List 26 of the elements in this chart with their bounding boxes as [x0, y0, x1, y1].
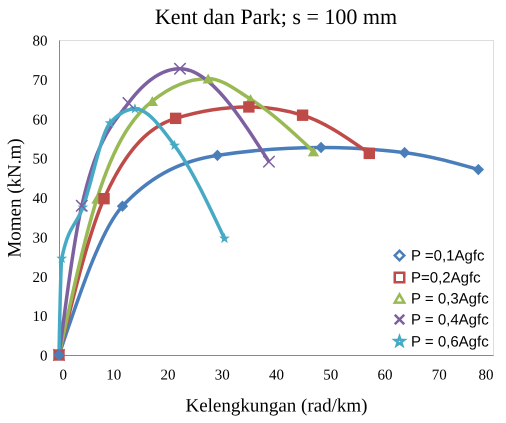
y-tick-label: 70 — [32, 72, 48, 89]
x-tick-label: 70 — [432, 368, 447, 384]
x-tick-label: 20 — [160, 368, 176, 384]
y-tick-label: 40 — [32, 191, 48, 207]
x-tick-label: 50 — [323, 368, 338, 384]
y-tick-label: 0 — [40, 348, 48, 364]
chart-title: Kent dan Park; s = 100 mm — [154, 4, 398, 29]
legend-label: P =0,1Agfc — [411, 248, 486, 264]
x-tick-label: 80 — [478, 368, 494, 384]
x-tick-label: 0 — [60, 368, 67, 384]
x-tick-label: 10 — [106, 368, 122, 384]
legend-label: P=0,2Agfc — [411, 270, 482, 286]
x-tick-label: 40 — [269, 368, 284, 384]
x-tick-label: 60 — [378, 368, 392, 384]
y-tick-label: 80 — [32, 34, 48, 50]
y-tick-label: 60 — [32, 112, 48, 128]
y-tick-label: 20 — [32, 270, 48, 286]
legend-label: P = 0,3Agfc — [411, 290, 490, 308]
legend-label: P = 0,4Agfc — [411, 312, 490, 328]
y-tick-label: 30 — [32, 230, 48, 246]
y-tick-label: 50 — [32, 152, 48, 168]
legend-label: P = 0,6Agfc — [411, 334, 490, 350]
y-axis-title: Momen (kN.m) — [4, 138, 26, 258]
x-tick-label: 30 — [214, 368, 230, 384]
x-axis-title: Kelengkungan (rad/km) — [185, 396, 368, 416]
y-tick-label: 10 — [32, 309, 48, 326]
